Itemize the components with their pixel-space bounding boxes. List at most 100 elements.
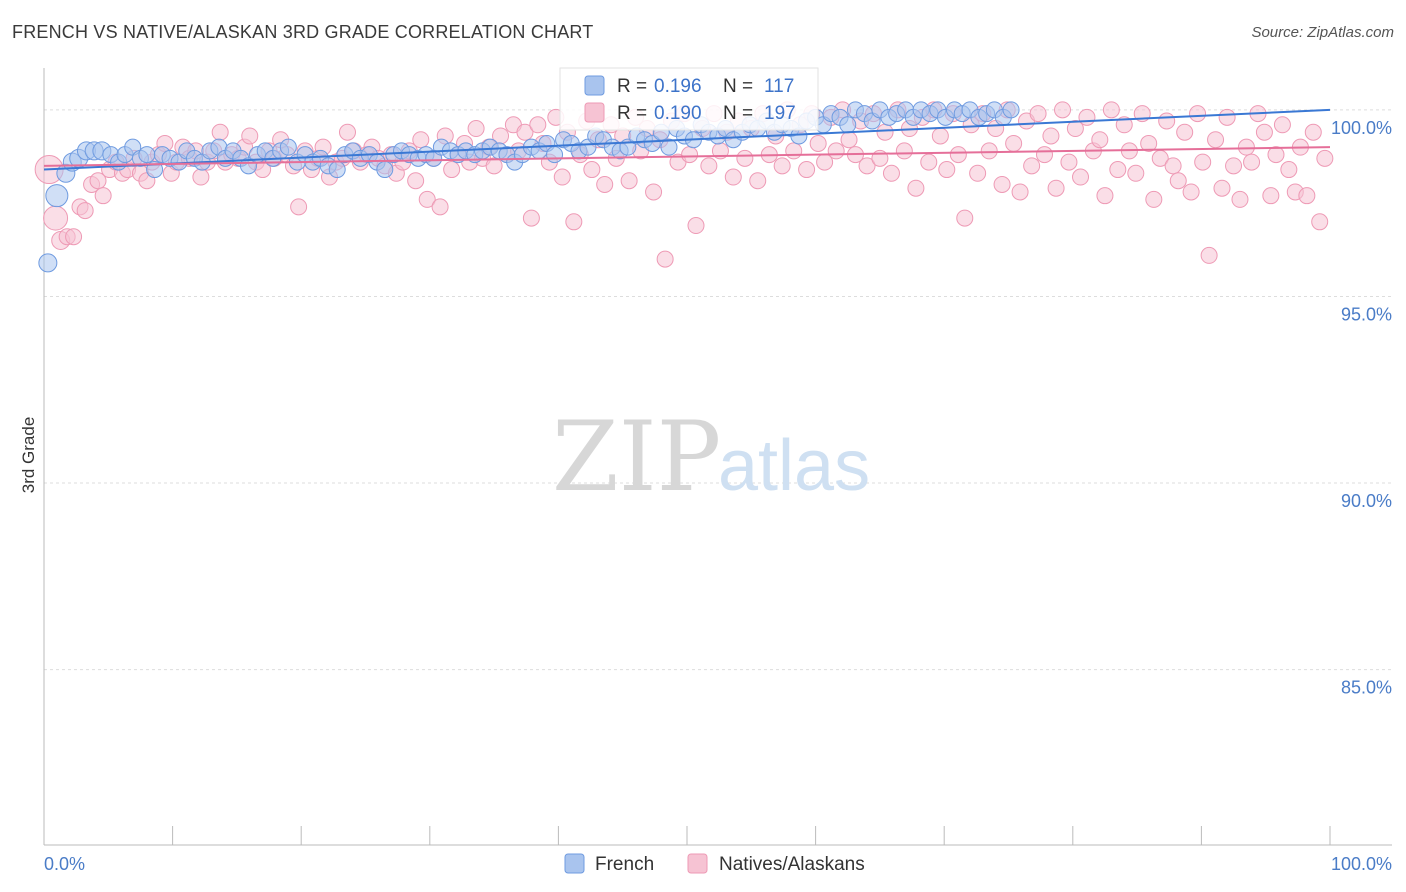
native-data-point: [1102, 101, 1120, 119]
y-tick-label: 95.0%: [1341, 304, 1392, 324]
native-data-point: [443, 161, 461, 179]
native-data-point: [1304, 123, 1322, 141]
y-tick-label: 85.0%: [1341, 678, 1392, 698]
legend-swatch-french: [584, 75, 605, 96]
native-data-point: [645, 183, 663, 201]
native-data-point: [1316, 149, 1334, 167]
native-data-point: [1127, 164, 1145, 182]
native-data-point: [76, 202, 94, 220]
native-data-point: [553, 168, 571, 186]
french-data-point: [643, 134, 661, 152]
native-data-point: [1194, 153, 1212, 171]
native-data-point: [1158, 112, 1176, 130]
native-data-point: [938, 161, 956, 179]
native-data-point: [1237, 138, 1255, 156]
french-data-point: [660, 138, 678, 156]
native-data-point: [407, 172, 425, 190]
native-data-point: [516, 123, 534, 141]
french-data-point: [328, 161, 346, 179]
chart-title: FRENCH VS NATIVE/ALASKAN 3RD GRADE CORRE…: [12, 22, 594, 42]
legend-n-label-french: N =: [723, 76, 753, 97]
native-data-point: [1066, 120, 1084, 138]
native-data-point: [596, 175, 614, 193]
trend-lines: [43, 108, 1331, 171]
native-data-point: [1005, 134, 1023, 152]
y-tick-labels: 100.0% 95.0% 90.0% 85.0%: [1331, 118, 1392, 698]
native-data-point: [1164, 157, 1182, 175]
native-data-point: [1243, 153, 1261, 171]
native-data-point: [840, 131, 858, 149]
native-data-point: [338, 123, 356, 141]
watermark: ZIP atlas: [552, 401, 870, 513]
x-tick-label-max: 100.0%: [1331, 854, 1392, 874]
native-data-point: [736, 149, 754, 167]
legend-swatch-natives: [584, 102, 605, 123]
native-data-point: [418, 190, 436, 208]
correlation-legend: R = 0.196 N = 117 R = 0.190 N = 197: [559, 67, 819, 131]
native-data-point: [565, 213, 583, 231]
native-data-point: [1078, 108, 1096, 126]
native-data-point: [1096, 187, 1114, 205]
native-data-point: [700, 157, 718, 175]
native-data-point: [956, 209, 974, 227]
french-data-point: [38, 253, 58, 273]
native-data-point: [1036, 146, 1054, 164]
french-data-point: [45, 184, 69, 208]
native-data-point: [1176, 123, 1194, 141]
native-data-point: [949, 146, 967, 164]
native-data-point: [1091, 131, 1109, 149]
native-data-point: [1023, 157, 1041, 175]
legend-n-value-french: 117: [764, 76, 794, 97]
native-data-point: [681, 146, 699, 164]
native-data-point: [89, 172, 107, 190]
native-data-point: [858, 157, 876, 175]
native-data-point: [1109, 161, 1127, 179]
native-data-point: [895, 142, 913, 160]
native-data-point: [1262, 187, 1280, 205]
french-data-point: [376, 161, 394, 179]
native-data-point: [980, 142, 998, 160]
native-data-point: [241, 127, 259, 145]
french-points-group: [38, 101, 1020, 273]
native-data-point: [522, 209, 540, 227]
legend-r-value-natives: 0.190: [654, 103, 702, 124]
x-tick-label-min: 0.0%: [44, 854, 85, 874]
native-data-point: [920, 153, 938, 171]
native-data-point: [211, 123, 229, 141]
source-credit: Source: ZipAtlas.com: [1251, 24, 1394, 41]
y-axis-title: 3rd Grade: [19, 417, 38, 494]
native-data-point: [1060, 153, 1078, 171]
y-tick-label: 90.0%: [1341, 491, 1392, 511]
native-data-point: [724, 168, 742, 186]
native-data-point: [1231, 190, 1249, 208]
native-data-point: [1280, 161, 1298, 179]
bottom-legend-swatch-french: [564, 853, 585, 874]
native-data-point: [907, 179, 925, 197]
native-data-point: [1047, 179, 1065, 197]
french-trend-line: [43, 108, 1331, 171]
french-data-point: [138, 146, 156, 164]
native-data-point: [773, 157, 791, 175]
native-data-point: [1200, 246, 1218, 264]
native-data-point: [656, 250, 674, 268]
native-data-point: [412, 131, 430, 149]
native-data-point: [1207, 131, 1225, 149]
native-data-point: [485, 157, 503, 175]
bottom-legend-label-french: French: [595, 854, 654, 875]
native-trend-line: [43, 146, 1331, 167]
native-data-point: [431, 198, 449, 216]
legend-r-label-french: R =: [617, 76, 647, 97]
native-data-point: [620, 172, 638, 190]
native-data-point: [1140, 134, 1158, 152]
french-data-point: [546, 146, 564, 164]
native-data-point: [882, 164, 900, 182]
native-data-point: [1213, 179, 1231, 197]
native-data-point: [1189, 105, 1207, 123]
native-data-point: [1273, 116, 1291, 134]
y-tick-label: 100.0%: [1331, 118, 1392, 138]
native-data-point: [1054, 101, 1072, 119]
native-data-point: [1029, 105, 1047, 123]
native-data-point: [1267, 146, 1285, 164]
french-data-point: [1002, 101, 1020, 119]
